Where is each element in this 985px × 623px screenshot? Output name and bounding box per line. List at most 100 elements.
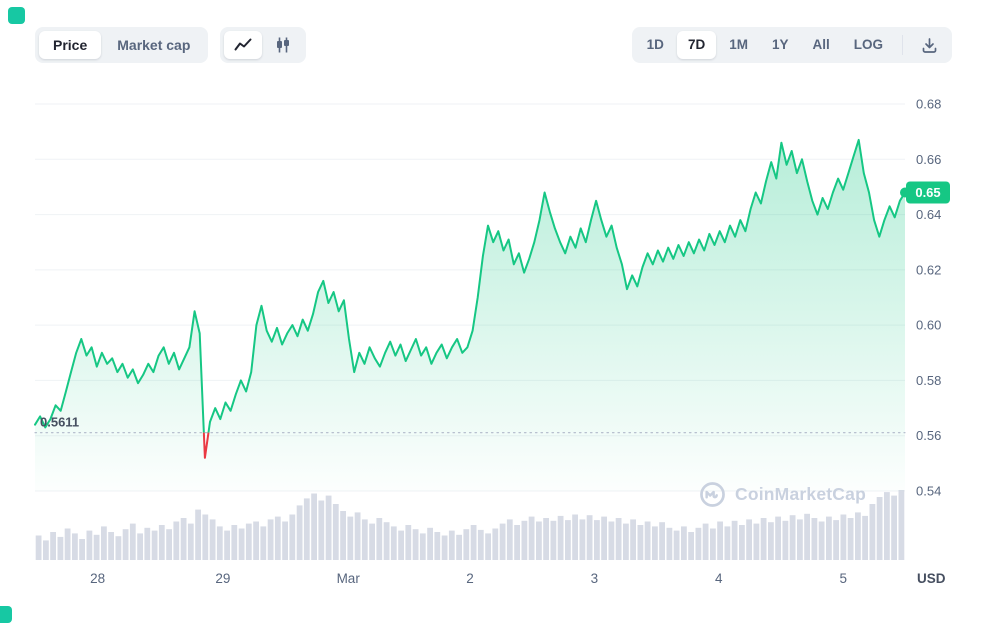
volume-bar [361,519,368,560]
volume-bar [826,516,832,560]
price-line [34,138,906,433]
volume-bar [72,533,78,560]
range-7d-button[interactable]: 7D [676,31,717,59]
volume-bar [898,490,905,560]
volume-bar [601,516,607,560]
volume-bar [318,500,325,560]
y-axis-label: 0.54 [916,484,941,499]
volume-bar [151,530,158,560]
volume-bar [187,523,194,560]
volume-bar [260,526,267,560]
volume-bar [93,534,100,560]
volume-bar [506,519,513,560]
volume-bar [158,525,165,560]
volume-bar [325,495,332,560]
volume-bar [623,523,629,560]
y-axis-label: 0.56 [916,428,941,443]
toolbar-left: Price Market cap [35,27,307,63]
last-price-label: 0.65 [915,185,940,200]
range-buttons: 1D 7D 1M 1Y All LOG [636,31,894,59]
volume-bar [804,513,810,560]
toolbar-divider [902,35,903,55]
volume-bar [376,518,383,560]
download-icon [922,37,937,53]
volume-bar [448,530,455,560]
volume-bar [833,520,839,560]
volume-bar [412,529,419,560]
volume-bar [782,520,789,560]
range-1y-button[interactable]: 1Y [761,31,800,59]
y-axis-label: 0.68 [916,97,941,112]
volume-bar [122,529,129,560]
range-all-button[interactable]: All [801,31,840,59]
x-axis-label: 5 [839,571,847,586]
y-axis-label: 0.62 [916,262,941,277]
x-axis-label: 3 [591,571,599,586]
volume-bar [753,523,760,560]
line-chart-button[interactable] [224,31,263,59]
volume-bar [579,519,586,560]
volume-bar [274,516,281,560]
volume-bar [652,526,658,560]
volume-bar [499,523,506,560]
volume-bar [724,526,731,560]
volume-bar [50,532,56,560]
volume-bar [666,527,673,560]
volume-bar [855,512,861,560]
volume-bar [630,519,636,560]
volume-bar [644,521,651,560]
volume-bar [536,521,542,560]
page-decoration-bottom-left [0,606,12,623]
volume-bar [876,497,883,560]
market-cap-tab[interactable]: Market cap [103,31,204,59]
volume-bar [86,530,93,560]
volume-bar [419,533,426,560]
volume-bar [470,525,477,560]
volume-bar [456,534,462,560]
volume-bar [695,527,702,560]
volume-bar [398,530,404,560]
volume-bar [739,525,745,560]
volume-bar [477,529,484,560]
volume-bar [369,523,375,560]
volume-bar [180,518,187,560]
volume-bar [311,493,317,560]
volume-bar [681,526,687,560]
volume-bar [296,505,303,560]
volume-bar [717,521,723,560]
volume-bar [405,525,412,560]
volume-bar [615,518,622,560]
download-button[interactable] [911,32,948,59]
volume-bar [528,516,535,560]
time-range-group: 1D 7D 1M 1Y All LOG [631,27,952,63]
volume-bar [434,532,441,560]
volume-bar [565,520,571,560]
volume-bar [811,518,818,560]
price-tab[interactable]: Price [39,31,102,59]
range-1d-button[interactable]: 1D [636,31,675,59]
volume-bar [43,540,49,560]
candlestick-chart-icon [277,37,290,53]
volume-bar [557,515,564,560]
volume-bar [216,526,223,560]
chart-toolbar: Price Market cap 1D 7D 1M 1Y All LOG [35,27,952,63]
currency-label: USD [917,571,946,586]
y-axis-label: 0.66 [916,152,941,167]
volume-bar [137,533,143,560]
volume-bar [688,532,694,560]
volume-bar [869,504,876,560]
volume-bar [347,516,354,560]
volume-bar [760,518,767,560]
log-scale-button[interactable]: LOG [843,31,894,59]
volume-bar [144,527,151,560]
candlestick-chart-button[interactable] [264,31,302,59]
volume-bar [129,523,136,560]
y-axis-label: 0.60 [916,318,941,333]
volume-bar [209,519,216,560]
volume-bar [594,520,600,560]
range-1m-button[interactable]: 1M [718,31,759,59]
volume-bar [101,526,107,560]
volume-bar [847,518,854,560]
volume-bar [659,522,665,560]
